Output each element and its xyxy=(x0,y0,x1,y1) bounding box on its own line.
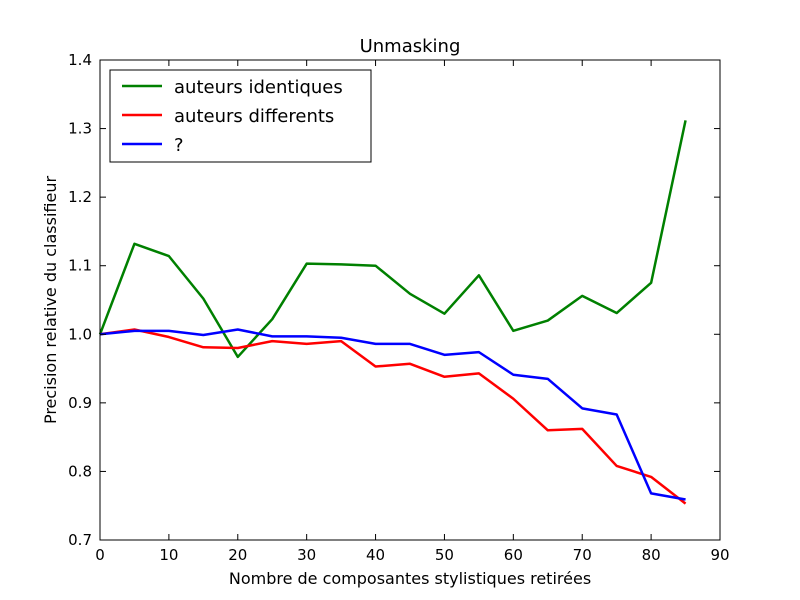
series-line-2 xyxy=(99,328,687,505)
x-tick-label: 10 xyxy=(159,546,178,564)
y-tick-label: 0.8 xyxy=(68,462,92,480)
plot-frame xyxy=(99,59,721,541)
y-tick-label: 1.1 xyxy=(68,257,92,275)
legend-label-2: auteurs differents xyxy=(174,106,334,127)
chart-title: Unmasking xyxy=(360,36,461,57)
legend-label-1: auteurs identiques xyxy=(174,77,343,98)
y-tick-label: 0.9 xyxy=(68,394,92,412)
series-line-1 xyxy=(98,120,687,359)
y-axis-label: Precision relative du classifieur xyxy=(41,176,60,425)
x-tick-label: 90 xyxy=(710,546,729,564)
x-tick-label: 80 xyxy=(642,546,661,564)
x-axis: 0 10 20 30 40 50 60 70 80 90 xyxy=(95,60,730,564)
y-axis: 0.7 0.8 0.9 1.0 1.1 1.2 1.3 1.4 xyxy=(68,51,720,549)
y-tick-label: 0.7 xyxy=(68,531,92,549)
x-tick-label: 0 xyxy=(95,546,105,564)
legend-label-3: ? xyxy=(174,135,184,156)
y-tick-label: 1.3 xyxy=(68,120,92,138)
series-line-3 xyxy=(99,328,686,501)
x-tick-label: 20 xyxy=(228,546,247,564)
y-tick-label: 1.2 xyxy=(68,188,92,206)
y-tick-label: 1.0 xyxy=(68,325,92,343)
series-layer xyxy=(98,120,687,505)
x-axis-label: Nombre de composantes stylistiques retir… xyxy=(229,569,591,588)
x-tick-label: 70 xyxy=(573,546,592,564)
x-tick-label: 30 xyxy=(297,546,316,564)
x-tick-label: 50 xyxy=(435,546,454,564)
y-tick-label: 1.4 xyxy=(68,51,92,69)
x-tick-label: 60 xyxy=(504,546,523,564)
legend: auteurs identiques auteurs differents? xyxy=(109,69,372,163)
x-tick-label: 40 xyxy=(366,546,385,564)
